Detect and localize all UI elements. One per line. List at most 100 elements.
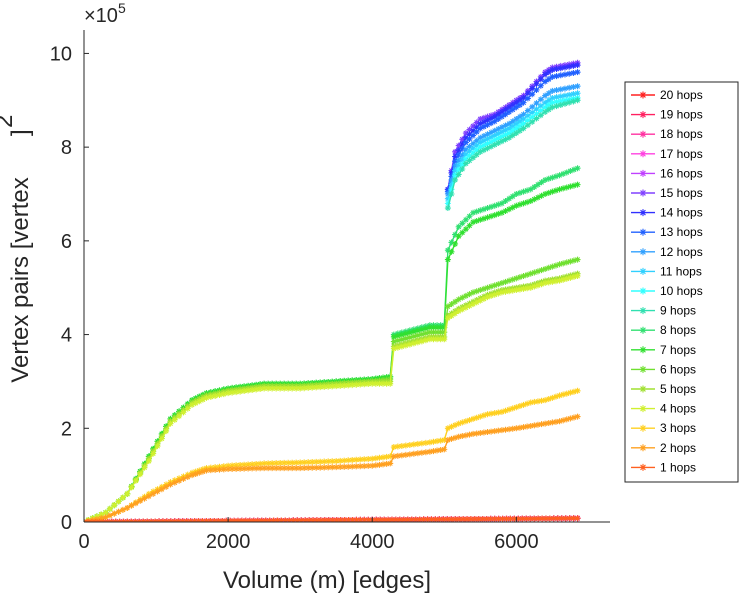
data-point xyxy=(511,515,518,522)
data-point xyxy=(473,288,480,295)
data-point xyxy=(309,459,316,466)
data-point xyxy=(509,425,516,432)
data-point xyxy=(495,111,502,118)
data-point xyxy=(163,483,170,490)
data-point xyxy=(422,337,429,344)
data-point xyxy=(491,428,498,435)
data-point xyxy=(402,451,409,458)
data-point xyxy=(513,425,520,432)
data-point xyxy=(176,413,183,420)
data-point xyxy=(509,127,516,134)
data-point xyxy=(549,87,556,94)
data-point xyxy=(462,418,469,425)
legend-box xyxy=(624,81,739,483)
data-point xyxy=(430,324,437,331)
data-point xyxy=(502,207,509,214)
data-point xyxy=(570,414,577,421)
legend-item: 20 hops xyxy=(631,88,703,102)
data-point xyxy=(223,517,230,522)
data-point xyxy=(448,181,455,188)
data-point xyxy=(467,516,474,522)
data-point xyxy=(480,137,487,144)
legend-marker xyxy=(639,326,647,334)
data-point xyxy=(527,270,534,277)
data-point xyxy=(448,239,455,246)
data-point xyxy=(402,342,409,349)
data-point xyxy=(552,418,559,425)
data-point xyxy=(527,198,534,205)
data-point xyxy=(455,147,462,154)
data-point xyxy=(470,219,477,226)
data-point xyxy=(132,500,139,507)
data-point xyxy=(570,257,577,264)
data-point xyxy=(349,463,356,470)
data-point xyxy=(553,103,560,110)
data-point xyxy=(301,459,308,466)
data-point xyxy=(286,517,293,522)
data-point xyxy=(488,138,495,145)
data-point xyxy=(137,497,144,504)
data-point xyxy=(455,420,462,427)
data-point xyxy=(524,400,531,407)
data-point xyxy=(353,516,360,522)
data-point xyxy=(516,123,523,130)
data-point xyxy=(462,432,469,439)
data-point xyxy=(509,118,516,125)
data-point xyxy=(229,462,236,469)
data-point xyxy=(520,99,527,106)
legend-marker xyxy=(639,150,647,158)
data-point xyxy=(298,517,305,522)
data-point xyxy=(329,517,336,522)
data-point xyxy=(574,62,581,69)
series-8-hops xyxy=(84,165,581,522)
data-point xyxy=(441,446,448,453)
data-point xyxy=(473,217,480,224)
data-point xyxy=(229,389,236,396)
data-point xyxy=(448,248,455,255)
data-point xyxy=(455,296,462,303)
data-point xyxy=(418,326,425,333)
series-line xyxy=(84,183,578,522)
data-point xyxy=(269,465,276,472)
data-point xyxy=(570,98,577,105)
data-point xyxy=(203,518,210,522)
data-point xyxy=(430,448,437,455)
data-point xyxy=(498,200,505,207)
data-point xyxy=(550,515,557,522)
data-point xyxy=(150,490,157,497)
data-point xyxy=(444,256,451,263)
legend-label: 14 hops xyxy=(660,206,703,220)
data-point xyxy=(520,116,527,123)
data-point xyxy=(475,516,482,522)
data-point xyxy=(480,215,487,222)
data-point xyxy=(567,274,574,281)
data-point xyxy=(440,516,447,522)
data-point xyxy=(357,463,364,470)
data-point xyxy=(365,516,372,522)
data-point xyxy=(488,428,495,435)
data-point xyxy=(265,465,272,472)
legend-item: 3 hops xyxy=(631,421,696,435)
data-point xyxy=(570,515,577,522)
data-point xyxy=(477,429,484,436)
data-point xyxy=(394,452,401,459)
data-point xyxy=(189,472,196,479)
data-point xyxy=(488,115,495,122)
data-point xyxy=(380,461,387,468)
data-point xyxy=(537,112,544,119)
data-point xyxy=(418,331,425,338)
data-point xyxy=(561,64,568,71)
data-point xyxy=(184,474,191,481)
data-point xyxy=(180,475,187,482)
data-point xyxy=(466,143,473,150)
data-point xyxy=(302,517,309,522)
axes-layer: 0 2000 4000 6000 0 2 4 6 8 10 xyxy=(50,30,610,553)
data-point xyxy=(480,147,487,154)
data-point xyxy=(175,518,182,522)
data-point xyxy=(329,464,336,471)
data-point xyxy=(538,192,545,199)
data-point xyxy=(531,196,538,203)
data-point xyxy=(392,516,399,522)
data-point xyxy=(265,385,272,392)
